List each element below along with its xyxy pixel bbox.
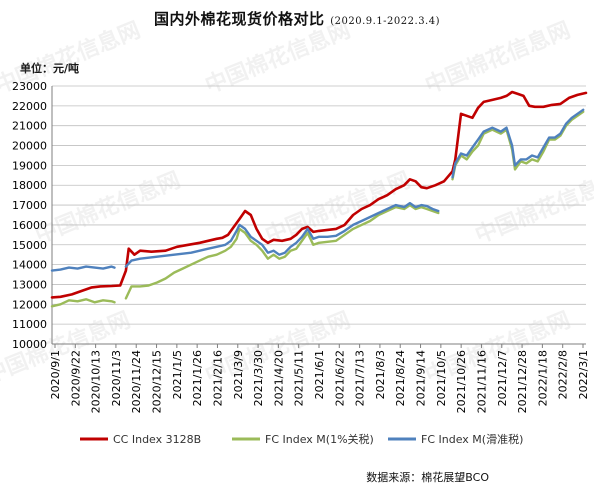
y-tick-label: 11000: [12, 318, 47, 331]
x-tick-label: 2021/12/7: [496, 350, 509, 406]
x-tick-label: 2020/11/3: [110, 350, 123, 406]
y-tick-label: 20000: [12, 140, 47, 153]
chart-title-range: (2020.9.1-2022.3.4): [330, 16, 440, 27]
y-tick-label: 17000: [12, 199, 47, 212]
x-tick-label: 2020/9/1: [49, 350, 62, 399]
y-tick-label: 13000: [12, 278, 47, 291]
series-layer: [50, 90, 588, 308]
x-tick-label: 2020/9/22: [69, 350, 82, 406]
legend-label-2: FC Index M(1%关税): [265, 432, 374, 446]
y-tick-label: 12000: [12, 298, 47, 311]
x-tick-label: 2020/12/15: [151, 350, 164, 413]
x-tick-label: 2021/3/9: [232, 350, 245, 399]
x-tick-label: 2021/12/28: [516, 350, 529, 413]
y-tick-label: 15000: [12, 239, 47, 252]
legend: CC Index 3128B FC Index M(1%关税) FC Index M…: [80, 432, 523, 446]
series-line-2: [50, 110, 585, 308]
x-tick-label: 2021/8/3: [374, 350, 387, 399]
x-tick-label: 2021/10/26: [455, 350, 468, 413]
y-tick-label: 23000: [12, 80, 47, 93]
chart-title: 国内外棉花现货价格对比 (2020.9.1-2022.3.4): [0, 8, 594, 29]
series-line-3: [50, 108, 585, 272]
x-tick-label: 2021/4/20: [272, 350, 285, 406]
x-tick-label: 2022/2/8: [557, 350, 570, 399]
x-tick-label: 2021/7/13: [354, 350, 367, 406]
x-tick-label: 2021/6/1: [313, 350, 326, 399]
x-tick-label: 2021/5/11: [293, 350, 306, 406]
y-tick-label: 18000: [12, 179, 47, 192]
data-source-note: 数据来源：棉花展望BCO: [366, 471, 489, 484]
chart-title-main: 国内外棉花现货价格对比: [154, 10, 325, 28]
x-tick-label: 2021/11/16: [475, 350, 488, 413]
y-tick-label: 19000: [12, 159, 47, 172]
legend-label-1: CC Index 3128B: [113, 433, 201, 446]
x-tick-label: 2020/10/13: [90, 350, 103, 413]
x-tick-label: 2022/1/18: [536, 350, 549, 406]
y-tick-label: 10000: [12, 338, 47, 351]
axis-layer: 10000 11000 12000 13000 14000 15000 16000 17000…: [12, 80, 590, 413]
x-tick-label: 2020/11/24: [130, 350, 143, 413]
y-tick-label: 21000: [12, 120, 47, 133]
x-tick-label: 2021/3/30: [252, 350, 265, 406]
x-tick-label: 2021/10/5: [435, 350, 448, 406]
legend-label-3: FC Index M(滑准税): [421, 432, 523, 446]
x-tick-label: 2021/6/22: [333, 350, 346, 406]
series-line-1: [50, 90, 588, 299]
grid-layer: [52, 85, 586, 345]
x-tick-label: 2021/2/16: [211, 350, 224, 406]
x-tick-label: 2021/1/5: [171, 350, 184, 399]
x-tick-label: 2021/1/26: [191, 350, 204, 406]
y-axis-unit-label: 单位：元/吨: [20, 62, 80, 75]
x-tick-label: 2021/8/24: [394, 350, 407, 406]
x-tick-label: 2022/3/1: [577, 350, 590, 399]
y-tick-label: 16000: [12, 219, 47, 232]
y-tick-label: 14000: [12, 259, 47, 272]
y-tick-label: 22000: [12, 100, 47, 113]
x-tick-label: 2021/9/14: [415, 350, 428, 406]
